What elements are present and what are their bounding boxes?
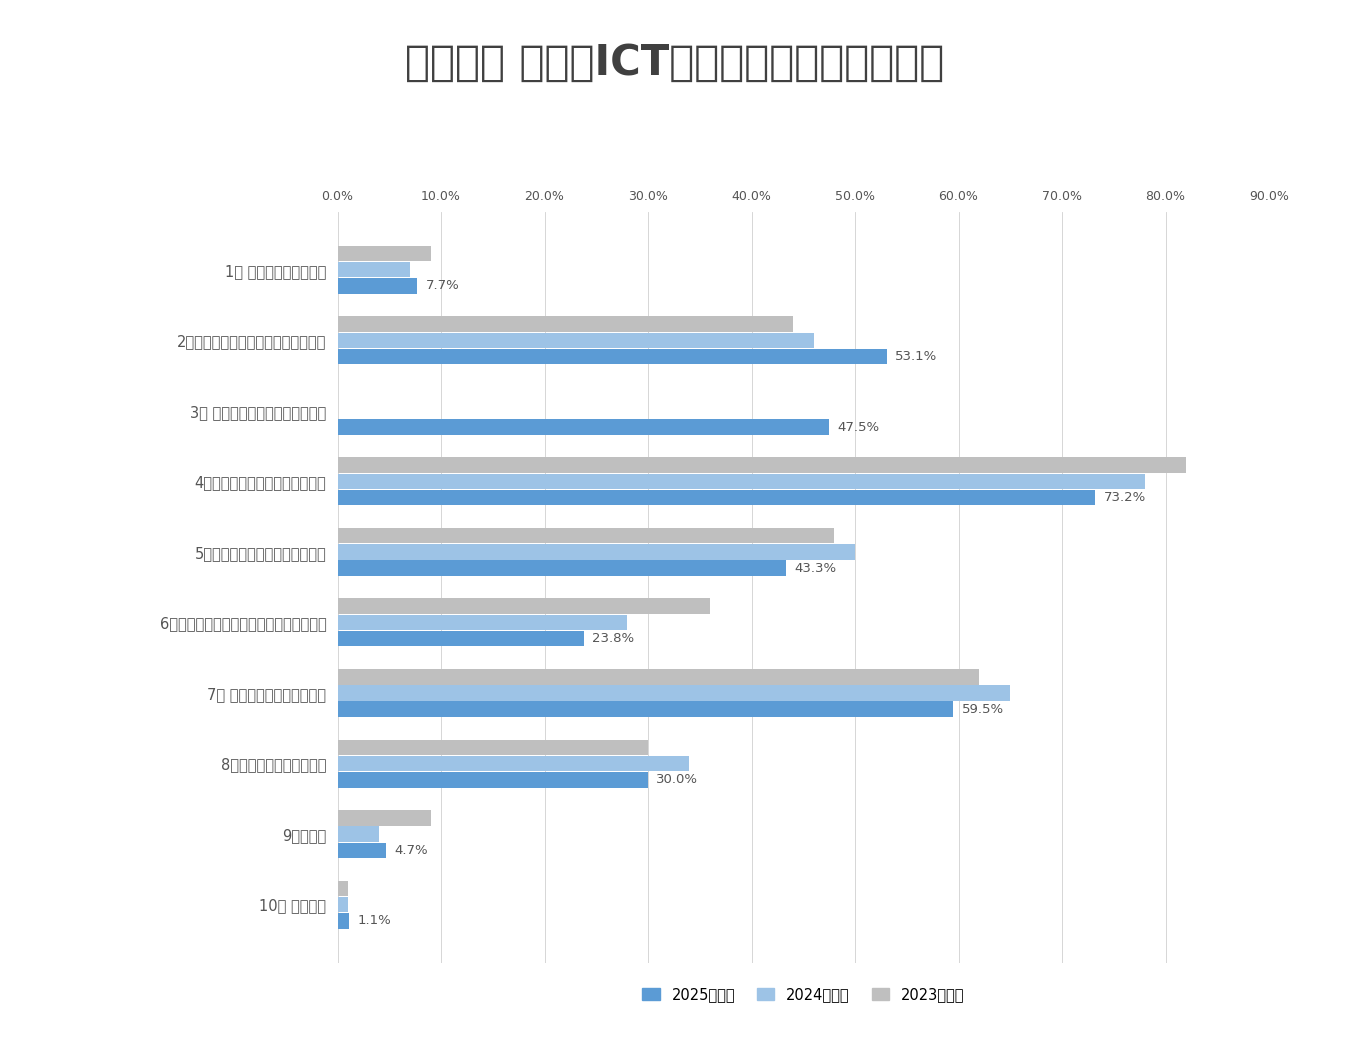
Bar xyxy=(338,245,431,261)
Bar xyxy=(338,528,834,544)
Bar xyxy=(338,474,1145,489)
Text: 59.5%: 59.5% xyxy=(961,703,1004,715)
Bar xyxy=(338,913,348,929)
Bar xyxy=(338,349,887,364)
Bar xyxy=(338,701,953,717)
Text: 7.7%: 7.7% xyxy=(425,279,459,292)
Bar xyxy=(338,262,410,277)
Text: 4.7%: 4.7% xyxy=(394,844,428,857)
Bar xyxy=(338,880,348,896)
Bar xyxy=(338,332,814,348)
Bar xyxy=(338,316,792,332)
Bar xyxy=(338,755,690,771)
Text: 73.2%: 73.2% xyxy=(1103,491,1146,504)
Bar xyxy=(338,544,855,560)
Text: 47.5%: 47.5% xyxy=(837,420,880,434)
Bar xyxy=(338,599,710,614)
Bar xyxy=(338,615,628,631)
Legend: 2025選択率, 2024選択率, 2023選択率: 2025選択率, 2024選択率, 2023選択率 xyxy=(636,982,971,1008)
Bar xyxy=(338,686,1010,700)
Bar xyxy=(338,740,648,755)
Text: 30.0%: 30.0% xyxy=(656,773,698,786)
Bar xyxy=(338,457,1187,473)
Bar xyxy=(338,669,979,685)
Text: 《围４》 生徒用ICT端末活用についての課題: 《围４》 生徒用ICT端末活用についての課題 xyxy=(405,42,945,85)
Bar xyxy=(338,490,1095,506)
Bar xyxy=(338,826,379,842)
Bar xyxy=(338,419,829,435)
Text: 1.1%: 1.1% xyxy=(358,914,391,928)
Bar xyxy=(338,897,348,912)
Bar xyxy=(338,561,786,576)
Bar xyxy=(338,631,583,646)
Text: 43.3%: 43.3% xyxy=(794,562,836,574)
Bar xyxy=(338,810,431,825)
Bar xyxy=(338,278,417,294)
Bar xyxy=(338,772,648,787)
Text: 53.1%: 53.1% xyxy=(895,350,938,363)
Text: 23.8%: 23.8% xyxy=(593,633,634,645)
Bar xyxy=(338,842,386,858)
